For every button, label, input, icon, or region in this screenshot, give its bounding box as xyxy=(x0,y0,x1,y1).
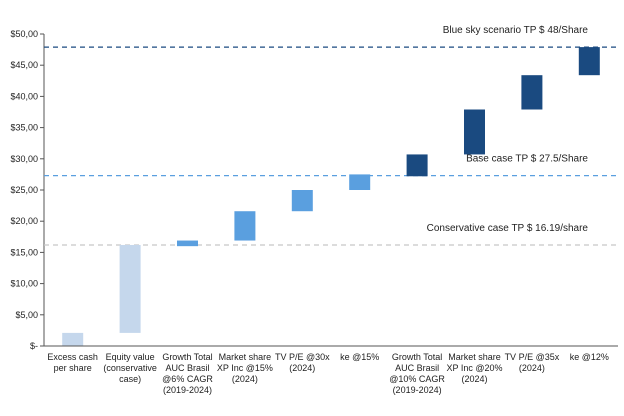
waterfall-bar xyxy=(578,47,600,76)
x-category-label: ke @15% xyxy=(340,352,379,362)
y-axis: $- $5,00 $10,00 $15,00 $20,00 $25,00 $30,00 $35… xyxy=(10,29,45,351)
reference-lines: Blue sky scenario TP $ 48/Share Base case… xyxy=(44,25,618,246)
reference-line-label: Blue sky scenario TP $ 48/Share xyxy=(443,25,589,36)
waterfall-bar xyxy=(291,190,313,212)
y-tick-label: $- xyxy=(30,341,38,351)
waterfall-bar xyxy=(177,240,198,247)
x-category-label: Growth Total AUC Brasil @10% CAGR (2019-202… xyxy=(389,352,445,395)
x-category-label: Equity value (conservative case) xyxy=(103,352,157,384)
y-tick-label: $20,00 xyxy=(10,216,38,226)
y-tick-label: $50,00 xyxy=(10,29,38,39)
y-tick-label: $10,00 xyxy=(10,279,38,289)
waterfall-bar xyxy=(521,75,543,110)
y-tick-label: $5,00 xyxy=(15,310,38,320)
y-tick-label: $45,00 xyxy=(10,60,38,70)
bars xyxy=(62,47,600,346)
reference-line-label: Conservative case TP $ 16.19/share xyxy=(427,223,589,234)
x-category-label: Growth Total AUC Brasil @6% CAGR (2019-2024… xyxy=(162,352,213,395)
x-category-label: Market share XP Inc @20% (2024) xyxy=(447,352,503,384)
waterfall-bar xyxy=(62,332,84,346)
reference-line-label: Base case TP $ 27.5/Share xyxy=(466,154,588,165)
waterfall-bar xyxy=(234,211,256,241)
x-category-label: TV P/E @30x (2024) xyxy=(275,352,330,373)
x-category-label: TV P/E @35x (2024) xyxy=(505,352,560,373)
waterfall-bar xyxy=(464,109,485,155)
x-category-label: ke @12% xyxy=(570,352,609,362)
waterfall-bar xyxy=(349,174,371,190)
y-tick-label: $15,00 xyxy=(10,247,38,257)
y-tick-label: $30,00 xyxy=(10,154,38,164)
waterfall-bar xyxy=(119,244,141,333)
x-category-label: Excess cash per share xyxy=(47,352,98,373)
y-tick-label: $25,00 xyxy=(10,185,38,195)
x-category-label: Market share XP Inc @15% (2024) xyxy=(217,352,273,384)
y-tick-label: $40,00 xyxy=(10,91,38,101)
waterfall-bar xyxy=(406,154,428,177)
y-tick-label: $35,00 xyxy=(10,123,38,133)
